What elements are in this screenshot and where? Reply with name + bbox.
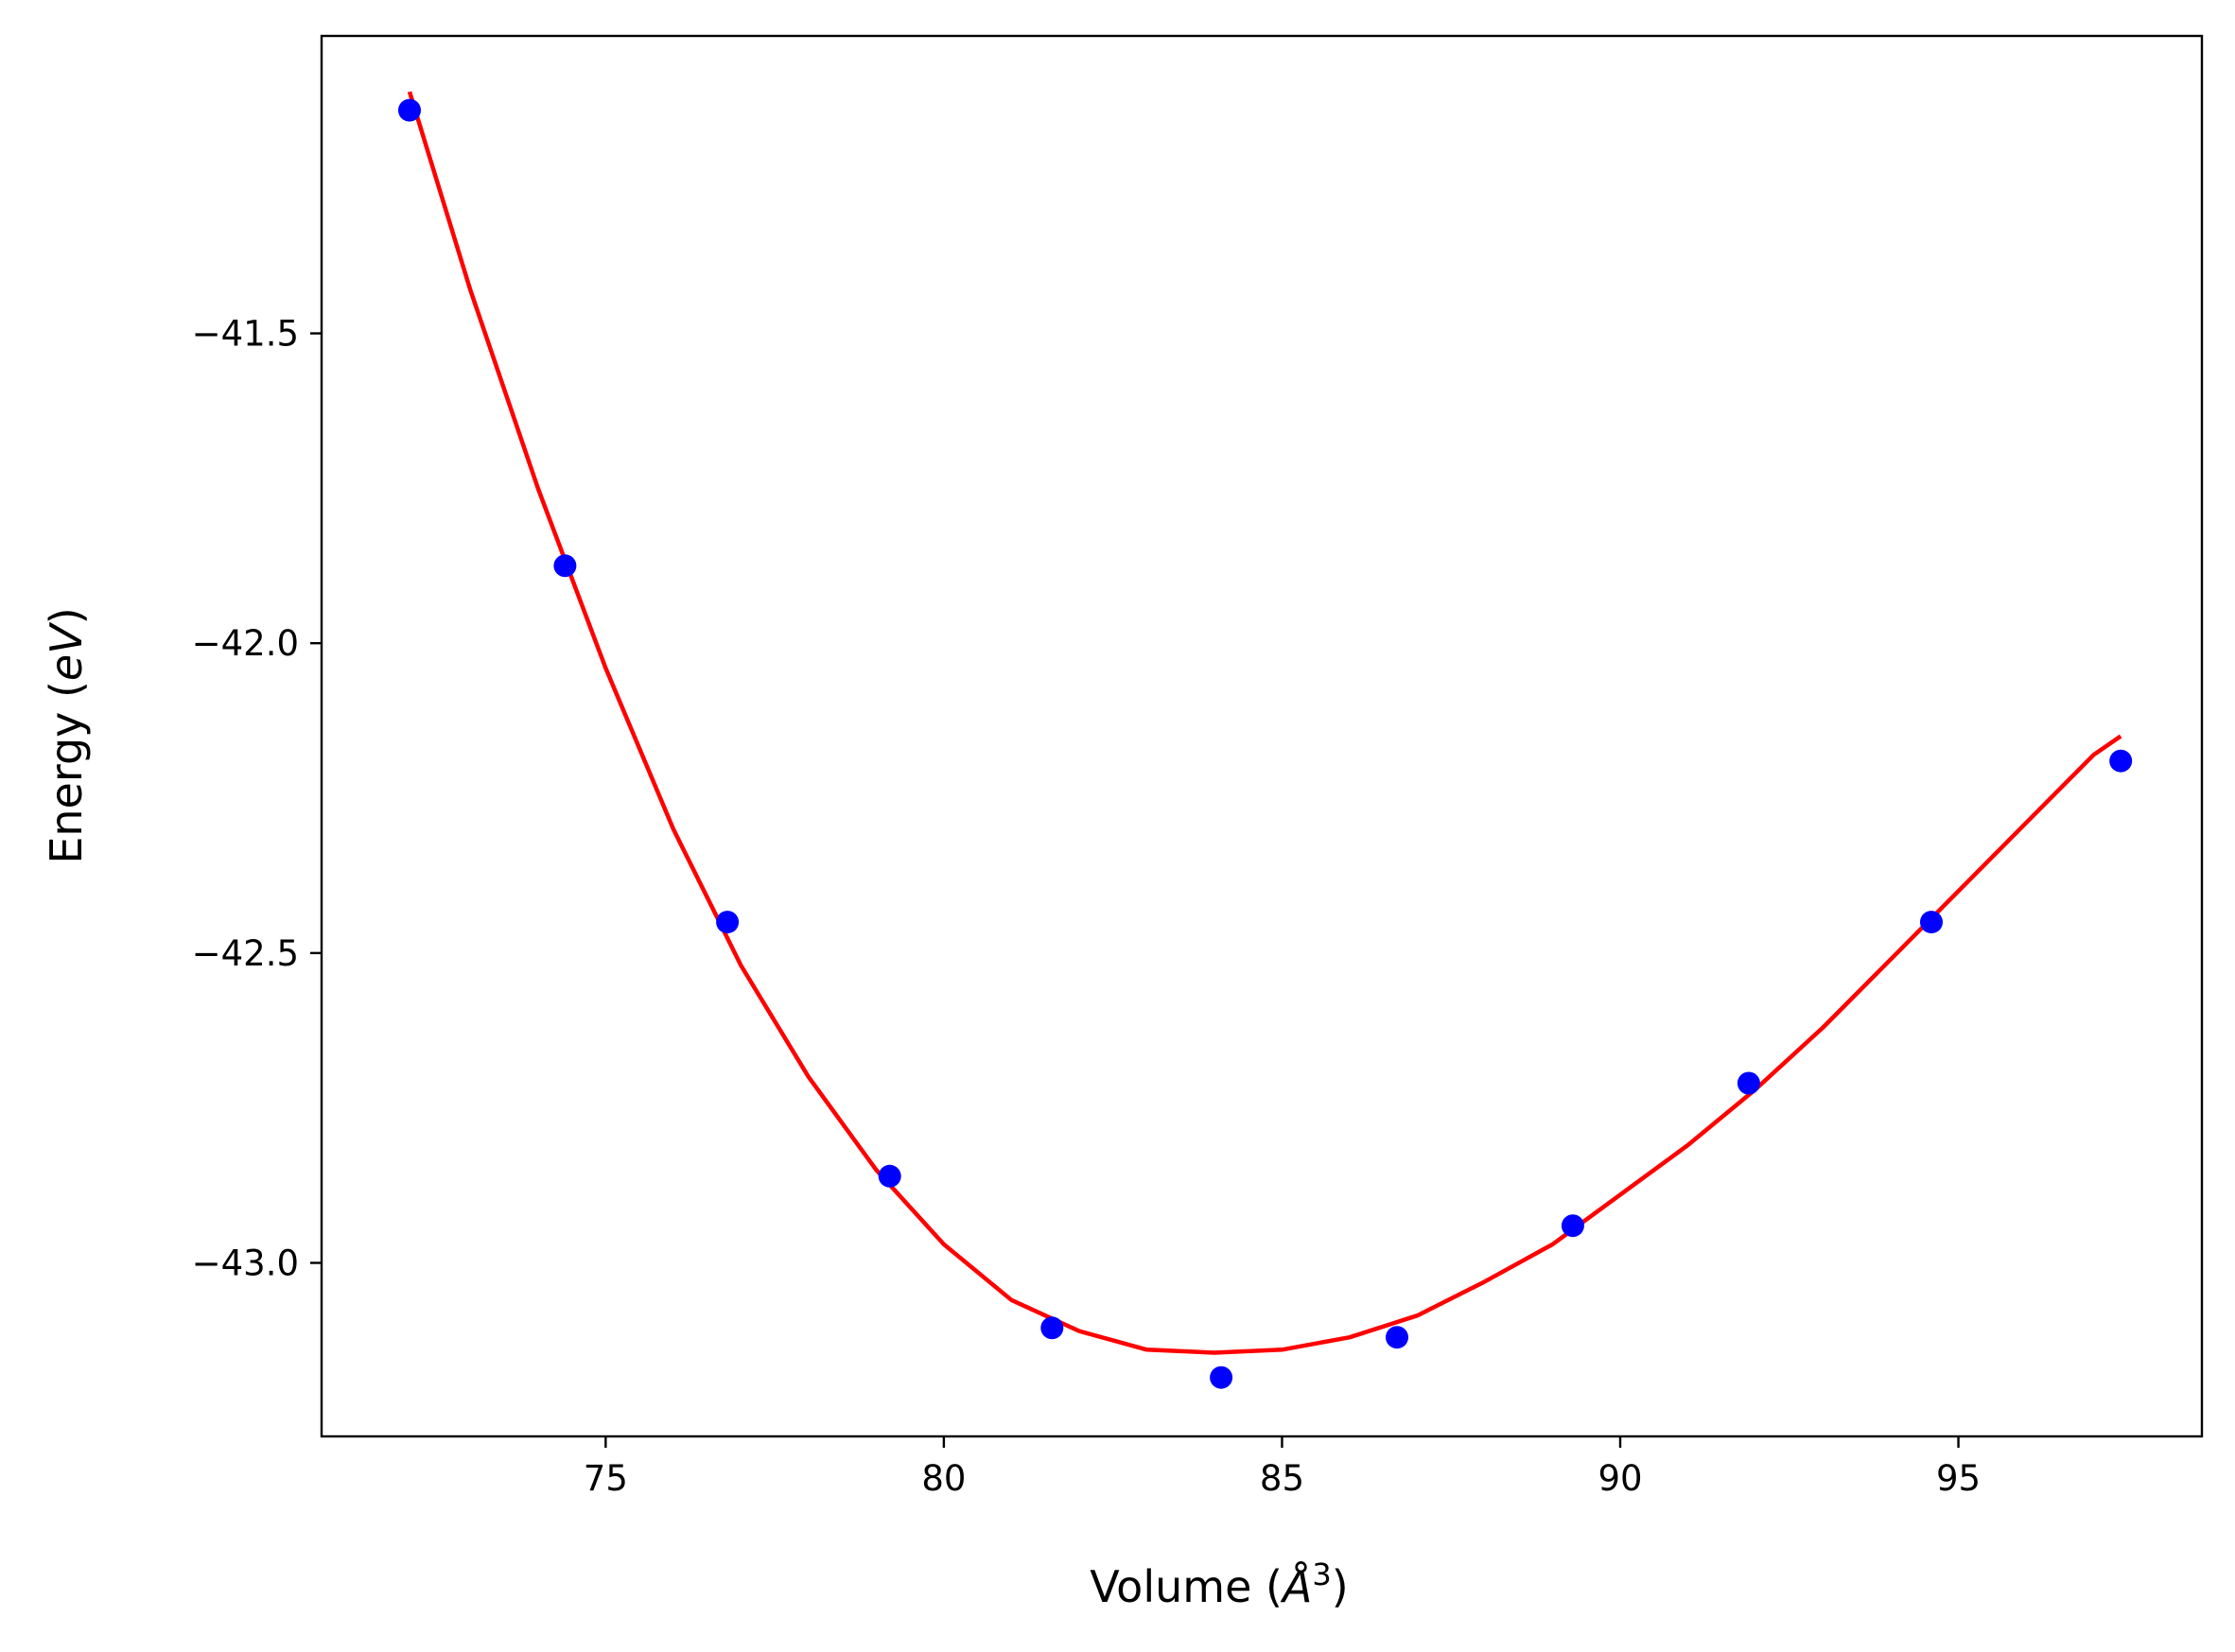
data-point (878, 1164, 901, 1188)
x-axis-label-close: ) (1332, 1561, 1349, 1612)
y-axis-label-unit: eV (41, 621, 92, 681)
y-tick-label: −42.0 (192, 623, 299, 664)
data-point (398, 98, 421, 122)
y-tick-label: −42.5 (192, 933, 299, 974)
data-point (1737, 1071, 1760, 1095)
x-tick-label: 95 (1936, 1458, 1981, 1499)
y-axis-label: Energy (eV) (41, 607, 92, 863)
data-point (1386, 1326, 1408, 1349)
data-point (2109, 749, 2133, 773)
y-tick-label: −43.0 (192, 1243, 299, 1284)
x-axis-label: Volume (Å3) (1090, 1556, 1348, 1612)
y-axis-label-main: Energy ( (41, 681, 92, 864)
x-tick-label: 75 (584, 1458, 628, 1499)
data-point (1210, 1365, 1233, 1389)
x-tick-label: 80 (921, 1458, 966, 1499)
data-point (1920, 911, 1943, 934)
y-axis-ticks: −41.5 −42.0 −42.5 −43.0 (192, 314, 322, 1284)
data-point (716, 911, 740, 934)
x-axis-label-unit: Å (1280, 1561, 1312, 1612)
fit-curve-line (407, 91, 2122, 1355)
plot-area (398, 91, 2133, 1389)
x-axis-label-exponent: 3 (1312, 1556, 1331, 1592)
x-axis-ticks: 75 80 85 90 95 (584, 1436, 1981, 1499)
data-point (1040, 1316, 1064, 1340)
x-tick-label: 90 (1598, 1458, 1642, 1499)
y-tick-label: −41.5 (192, 314, 299, 355)
data-point (553, 554, 577, 578)
axes-frame (320, 34, 2204, 1438)
data-point (1561, 1214, 1584, 1238)
y-axis-label-close: ) (41, 607, 92, 624)
x-axis-label-main: Volume ( (1090, 1561, 1283, 1612)
x-tick-label: 85 (1260, 1458, 1304, 1499)
